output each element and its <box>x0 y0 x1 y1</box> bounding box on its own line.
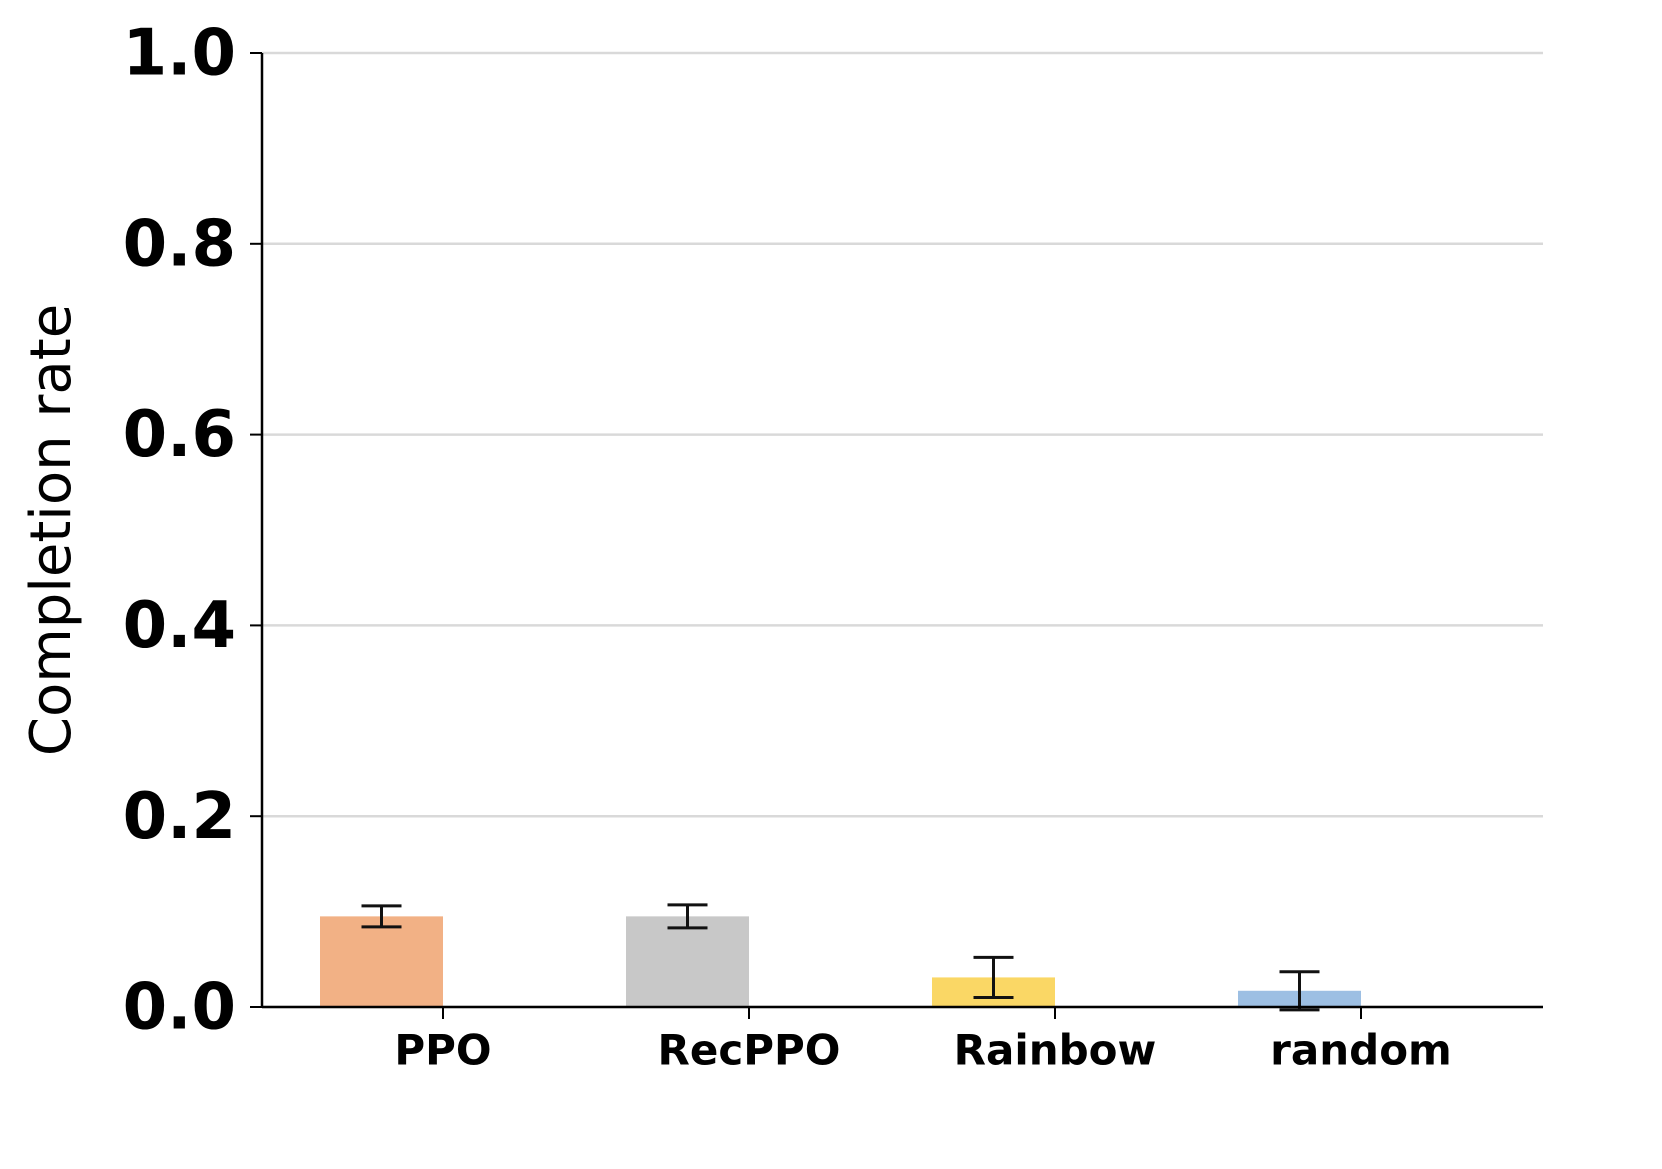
y-tick-label: 1.0 <box>123 17 236 91</box>
x-tick-label: Rainbow <box>954 1026 1157 1075</box>
x-tick-label: RecPPO <box>658 1026 841 1075</box>
y-tick-label: 0.4 <box>123 589 236 663</box>
y-axis-label: Completion rate <box>19 304 84 756</box>
bar <box>626 916 749 1007</box>
y-tick-label: 0.6 <box>123 398 236 472</box>
y-tick-label: 0.8 <box>123 207 236 281</box>
bar <box>320 916 443 1007</box>
y-tick-label: 0.2 <box>123 780 236 854</box>
y-tick-label: 0.0 <box>123 971 236 1045</box>
x-tick-label: random <box>1270 1026 1452 1075</box>
x-tick-label: PPO <box>394 1026 491 1075</box>
